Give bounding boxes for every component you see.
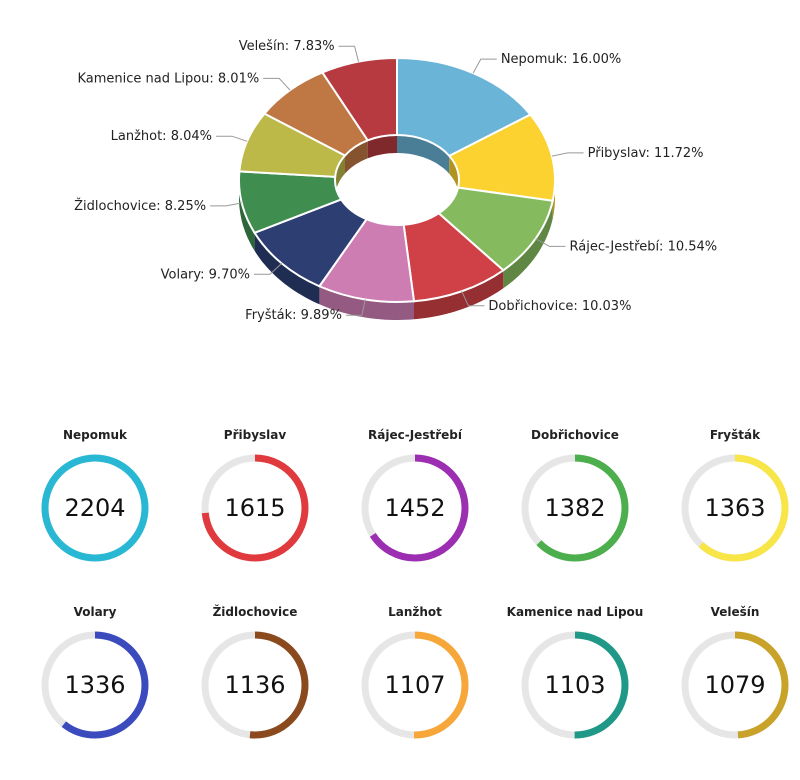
gauge-value: 1079 — [675, 625, 795, 745]
gauge-label: Volary — [15, 605, 175, 619]
slice-label-dobrichovice: Dobřichovice: 10.03% — [488, 299, 631, 314]
gauge-velesin: Velešín 1079 — [655, 605, 800, 780]
leader-kamenice-nad-lipou — [263, 78, 290, 90]
gauge-label: Lanžhot — [335, 605, 495, 619]
gauge-kamenice-nad-lipou: Kamenice nad Lipou 1103 — [495, 605, 655, 780]
slice-label-rajec-jestrebi: Rájec-Jestřebí: 10.54% — [570, 239, 718, 254]
gauge-value: 1107 — [355, 625, 475, 745]
gauge-label: Nepomuk — [15, 428, 175, 442]
leader-lanzhot — [216, 136, 247, 141]
leader-velesin — [339, 46, 359, 62]
gauge-label: Přibyslav — [175, 428, 335, 442]
slice-label-frystak: Fryšták: 9.89% — [245, 308, 342, 323]
gauge-value: 1136 — [195, 625, 315, 745]
gauge-label: Rájec-Jestřebí — [335, 428, 495, 442]
gauge-value: 1363 — [675, 448, 795, 568]
gauge-value: 1103 — [515, 625, 635, 745]
gauge-zidlochovice: Židlochovice 1136 — [175, 605, 335, 780]
slice-label-velesin: Velešín: 7.83% — [239, 39, 335, 54]
slice-label-kamenice-nad-lipou: Kamenice nad Lipou: 8.01% — [77, 71, 259, 86]
gauge-value: 1336 — [35, 625, 155, 745]
gauge-label: Kamenice nad Lipou — [495, 605, 655, 619]
gauge-label: Dobřichovice — [495, 428, 655, 442]
leader-pribyslav — [552, 153, 584, 156]
gauge-value: 2204 — [35, 448, 155, 568]
gauge-label: Židlochovice — [175, 605, 335, 619]
slice-label-lanzhot: Lanžhot: 8.04% — [111, 129, 212, 144]
donut-chart: Nepomuk: 16.00% Přibyslav: 11.72% Rájec-Je… — [0, 0, 800, 372]
gauge-value: 1382 — [515, 448, 635, 568]
gauge-label: Fryšták — [655, 428, 800, 442]
leader-zidlochovice — [210, 203, 242, 206]
gauge-frystak: Fryšták 1363 — [655, 428, 800, 603]
gauge-value: 1452 — [355, 448, 475, 568]
slice-label-pribyslav: Přibyslav: 11.72% — [588, 146, 704, 161]
slice-label-nepomuk: Nepomuk: 16.00% — [501, 52, 621, 67]
slice-label-volary: Volary: 9.70% — [161, 267, 250, 282]
gauge-value: 1615 — [195, 448, 315, 568]
slice-label-zidlochovice: Židlochovice: 8.25% — [74, 198, 206, 214]
gauge-pribyslav: Přibyslav 1615 — [175, 428, 335, 603]
gauge-dobrichovice: Dobřichovice 1382 — [495, 428, 655, 603]
gauge-nepomuk: Nepomuk 2204 — [15, 428, 175, 603]
gauge-volary: Volary 1336 — [15, 605, 175, 780]
donut-slices — [239, 58, 555, 302]
gauge-label: Velešín — [655, 605, 800, 619]
gauge-lanzhot: Lanžhot 1107 — [335, 605, 495, 780]
gauge-rajec-jestrebi: Rájec-Jestřebí 1452 — [335, 428, 495, 603]
leader-nepomuk — [473, 59, 497, 73]
gauge-grid: Nepomuk 2204 Přibyslav 1615 Rájec-Jestřebí 14… — [0, 410, 800, 770]
